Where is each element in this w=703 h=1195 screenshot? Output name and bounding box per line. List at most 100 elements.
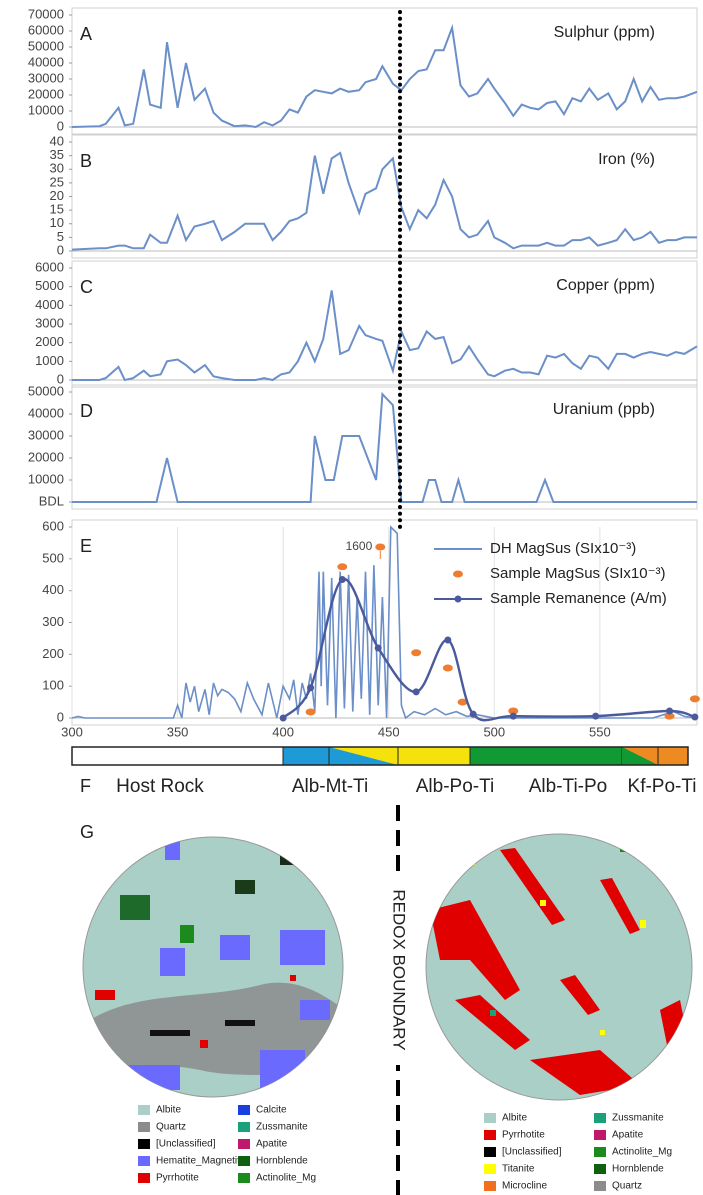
legend-label: Zussmanite <box>612 1113 664 1124</box>
remanence-point <box>339 576 346 583</box>
legend-swatch <box>484 1113 496 1123</box>
sample-point <box>443 665 453 672</box>
legend-marker <box>455 596 462 603</box>
zone-strip <box>72 747 688 765</box>
legend-label: Hornblende <box>612 1164 664 1175</box>
y-tick-label: 0 <box>57 709 64 724</box>
legend-label: Titanite <box>502 1164 535 1175</box>
remanence-point <box>280 715 287 722</box>
legend-label: Quartz <box>612 1181 642 1192</box>
y-tick-label: 70000 <box>28 6 64 21</box>
sample-point <box>690 695 700 702</box>
legend-swatch <box>594 1181 606 1191</box>
legend-swatch <box>238 1122 250 1132</box>
panel-label: C <box>80 277 93 297</box>
legend-swatch <box>138 1156 150 1166</box>
legend-swatch <box>594 1130 606 1140</box>
y-tick-label: 20000 <box>28 86 64 101</box>
legend-swatch <box>238 1173 250 1183</box>
y-tick-label: 6000 <box>35 259 64 274</box>
y-tick-label: 20000 <box>28 449 64 464</box>
remanence-point <box>470 711 477 718</box>
map-left <box>83 837 345 1097</box>
zone-label: Alb-Ti-Po <box>529 776 607 797</box>
y-tick-label: BDL <box>39 493 64 508</box>
remanence-point <box>592 713 599 720</box>
legend-label: Zussmanite <box>256 1122 308 1133</box>
zone-label: Alb-Po-Ti <box>416 776 494 797</box>
y-tick-label: 40000 <box>28 54 64 69</box>
legend-label: [Unclassified] <box>502 1147 562 1158</box>
panel-title: Sulphur (ppm) <box>554 24 655 41</box>
remanence-point <box>307 684 314 691</box>
y-tick-label: 40000 <box>28 405 64 420</box>
legend-label: Sample MagSus (SIx10⁻³) <box>490 565 665 582</box>
data-line <box>72 28 697 127</box>
y-tick-label: 5000 <box>35 278 64 293</box>
y-tick-label: 500 <box>42 550 64 565</box>
legend-label: Apatite <box>612 1130 644 1141</box>
legend-swatch <box>138 1122 150 1132</box>
y-tick-label: 100 <box>42 678 64 693</box>
legend-label: Actinolite_Mg <box>612 1147 672 1158</box>
panel-label: B <box>80 151 92 171</box>
y-tick-label: 400 <box>42 582 64 597</box>
x-tick-label: 450 <box>378 724 400 739</box>
legend-swatch <box>484 1130 496 1140</box>
legend-label: Hornblende <box>256 1156 308 1167</box>
y-tick-label: 0 <box>57 242 64 257</box>
legend-label: Pyrrhotite <box>502 1130 545 1141</box>
figure: 010000200003000040000500006000070000ASul… <box>0 0 703 1195</box>
legend-swatch <box>594 1147 606 1157</box>
panel-label: A <box>80 24 92 44</box>
remanence-point <box>413 688 420 695</box>
y-tick-label: 5 <box>57 229 64 244</box>
y-tick-label: 200 <box>42 646 64 661</box>
x-tick-label: 500 <box>483 724 505 739</box>
legend-label: Apatite <box>256 1139 288 1150</box>
y-tick-label: 60000 <box>28 22 64 37</box>
remanence-point <box>666 707 673 714</box>
legend-swatch <box>594 1113 606 1123</box>
x-tick-label: 350 <box>167 724 189 739</box>
panel-title: Iron (%) <box>598 151 655 168</box>
y-tick-label: 25 <box>50 174 64 189</box>
y-tick-label: 10000 <box>28 471 64 486</box>
y-tick-label: 35 <box>50 147 64 162</box>
panel-title: Copper (ppm) <box>556 277 655 294</box>
y-tick-label: 50000 <box>28 383 64 398</box>
y-tick-label: 0 <box>57 118 64 133</box>
sample-point <box>411 649 421 656</box>
remanence-point <box>691 714 698 721</box>
panel-title: Uranium (ppb) <box>553 401 655 418</box>
x-tick-label: 300 <box>61 724 83 739</box>
legend-swatch <box>138 1173 150 1183</box>
y-tick-label: 15 <box>50 202 64 217</box>
legend-swatch <box>238 1105 250 1115</box>
y-tick-label: 40 <box>50 133 64 148</box>
legend-swatch <box>238 1156 250 1166</box>
boundary-label: REDOX BOUNDARY <box>390 889 409 1050</box>
legend-label: DH MagSus (SIx10⁻³) <box>490 540 636 557</box>
x-tick-label: 550 <box>589 724 611 739</box>
legend-label: Sample Remanence (A/m) <box>490 590 667 607</box>
x-tick-label: 400 <box>272 724 294 739</box>
y-tick-label: 30 <box>50 161 64 176</box>
y-tick-label: 300 <box>42 614 64 629</box>
sample-point <box>337 563 347 570</box>
map-right <box>426 834 692 1100</box>
remanence-point <box>444 637 451 644</box>
legend-swatch <box>484 1164 496 1174</box>
y-tick-label: 600 <box>42 518 64 533</box>
y-tick-label: 30000 <box>28 427 64 442</box>
legend-swatch <box>484 1181 496 1191</box>
panel-label: F <box>80 776 91 796</box>
map-legends: AlbiteQuartz[Unclassified]Hematite_Magne… <box>138 1105 672 1192</box>
y-tick-label: 10000 <box>28 102 64 117</box>
legend-label: [Unclassified] <box>156 1139 216 1150</box>
y-tick-label: 30000 <box>28 70 64 85</box>
legend-label: Microcline <box>502 1181 547 1192</box>
legend-label: Quartz <box>156 1122 186 1133</box>
